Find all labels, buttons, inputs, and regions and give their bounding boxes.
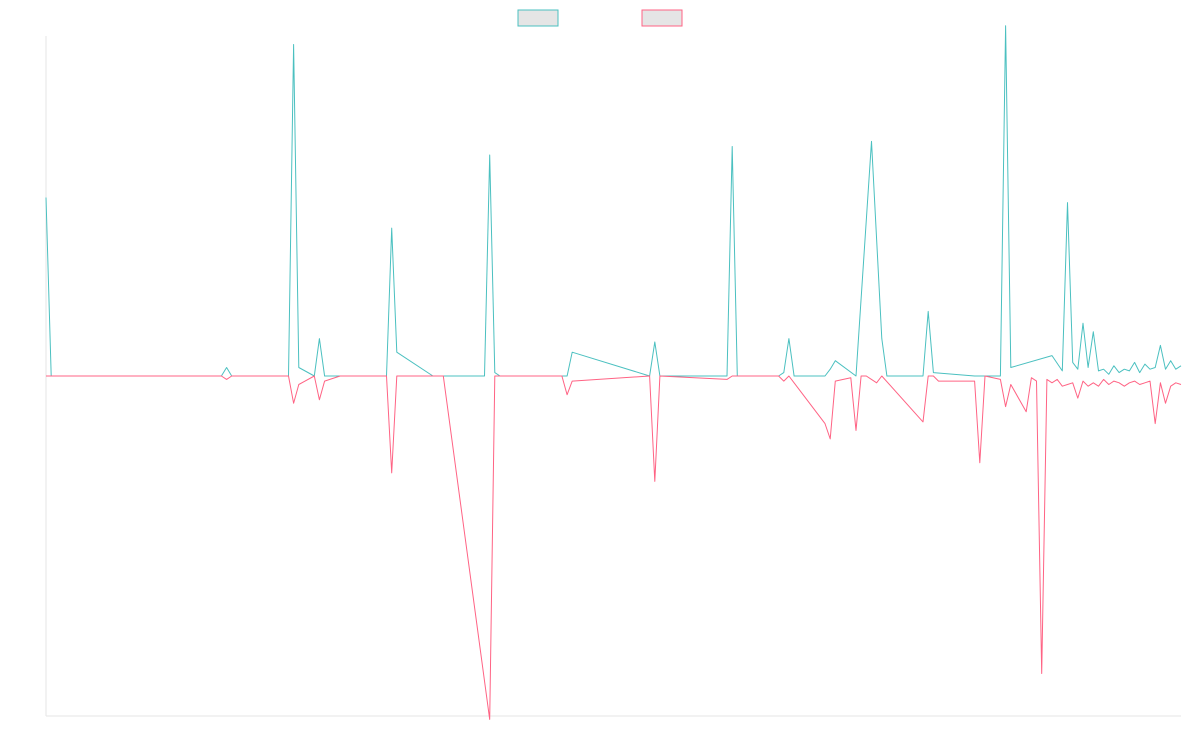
series-line-2 bbox=[46, 375, 1182, 720]
series-layer bbox=[45, 25, 1182, 720]
legend bbox=[517, 9, 683, 27]
legend-swatch-2[interactable] bbox=[641, 9, 683, 27]
series-line-1 bbox=[45, 25, 1182, 377]
legend-swatch-1[interactable] bbox=[517, 9, 559, 27]
